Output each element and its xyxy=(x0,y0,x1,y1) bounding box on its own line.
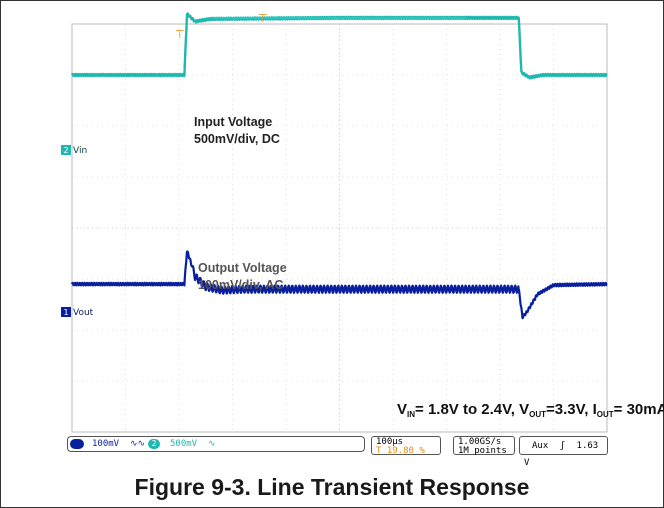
sample-rate: 1.00GS/s xyxy=(458,437,502,447)
record-length: 1M points xyxy=(458,446,507,456)
timebase: 100µs xyxy=(376,437,404,447)
ch1-scale: 100mV xyxy=(92,439,120,449)
figure-caption: Figure 9-3. Line Transient Response xyxy=(134,474,530,500)
dc-coupling-icon: ∿ xyxy=(208,439,216,449)
ch2-badge: 2 xyxy=(148,439,160,449)
ch2-scale: 500mV xyxy=(170,439,198,449)
ch2-marker: 2 xyxy=(61,145,71,155)
scope-status-bar: 100mV ∿∿ 2 500mV ∿ 100µs T 19.80 % 1.00G… xyxy=(67,435,608,468)
vin-trace-label: Vin xyxy=(73,146,87,156)
input-annotation-line2: 500mV/div, DC xyxy=(194,132,280,146)
acquisition-readout: 1.00GS/s 1M points xyxy=(453,436,515,456)
trigger-source: Aux xyxy=(532,441,549,451)
grid xyxy=(71,23,608,433)
output-annotation-line1: Output Voltage xyxy=(198,261,287,275)
trigger-position: 19.80 % xyxy=(386,446,425,456)
trigger-position-icon: ⊤ xyxy=(258,12,268,25)
timebase-readout: 100µs T 19.80 % xyxy=(371,436,441,456)
svg-text:2: 2 xyxy=(63,146,68,155)
svg-text:1: 1 xyxy=(63,308,68,317)
trace-vout xyxy=(70,250,608,320)
trigger-window-bar xyxy=(212,17,466,19)
vout-trace-label: Vout xyxy=(73,308,94,318)
test-conditions: VIN= 1.8V to 2.4V, VOUT=3.3V, IOUT= 30mA xyxy=(397,401,664,419)
trigger-readout: Aux ʃ 1.63 V xyxy=(519,436,608,468)
trigger-marker-icon: ⊤ xyxy=(175,28,185,41)
ch1-marker: 1 xyxy=(61,307,71,317)
rising-edge-icon: ʃ xyxy=(559,441,566,451)
output-annotation-line2: 100mV/div, AC xyxy=(198,278,283,292)
input-annotation-line1: Input Voltage xyxy=(194,115,272,129)
trigger-level: 1.63 V xyxy=(524,441,599,468)
channel-scale-readout: 100mV ∿∿ 2 500mV ∿ xyxy=(67,436,365,452)
wave-icon: ∿∿ xyxy=(130,439,146,449)
trigger-position-small-icon: T xyxy=(376,446,382,456)
ch1-badge-icon xyxy=(70,439,84,449)
